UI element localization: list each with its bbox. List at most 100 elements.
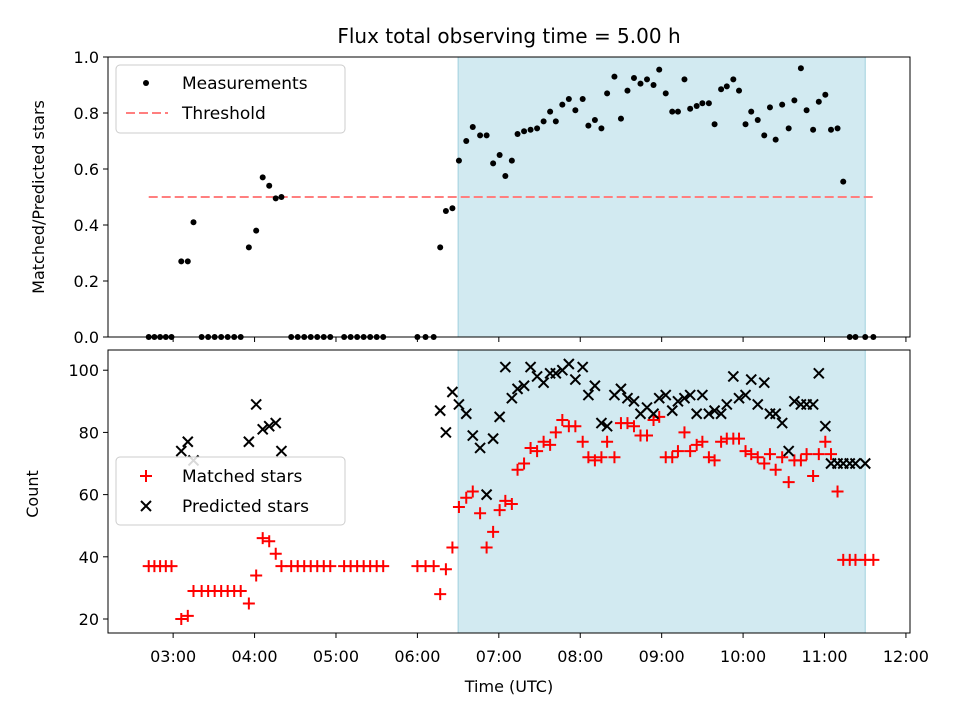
measurement-point bbox=[527, 126, 534, 133]
x-tick-label: 11:00 bbox=[801, 647, 847, 666]
matched-star-point bbox=[733, 432, 746, 445]
predicted-star-point bbox=[446, 386, 459, 398]
predicted-star-point bbox=[175, 445, 187, 457]
predicted-star-point bbox=[275, 445, 288, 457]
measurement-point bbox=[766, 104, 773, 111]
matched-star-point bbox=[582, 451, 595, 464]
predicted-star-point bbox=[819, 420, 832, 432]
matched-star-point bbox=[745, 448, 758, 461]
matched-star-point bbox=[819, 435, 832, 448]
matched-star-point bbox=[544, 438, 557, 451]
measurement-point bbox=[815, 98, 822, 105]
measurement-point bbox=[585, 122, 592, 129]
predicted-star-point bbox=[653, 392, 665, 404]
matched-star-point bbox=[556, 413, 569, 426]
measurement-point bbox=[718, 86, 725, 93]
matched-star-point bbox=[751, 451, 764, 464]
predicted-star-point bbox=[696, 389, 709, 401]
measurement-point bbox=[644, 76, 651, 83]
predicted-star-point bbox=[849, 457, 862, 470]
predicted-star-point bbox=[518, 380, 530, 392]
measurement-point bbox=[514, 131, 521, 137]
matched-star-point bbox=[549, 426, 562, 439]
matched-star-point bbox=[621, 417, 634, 430]
measurement-point bbox=[699, 100, 706, 107]
measurement-point bbox=[547, 108, 554, 115]
x-tick-label: 04:00 bbox=[232, 647, 278, 666]
predicted-star-point bbox=[769, 408, 782, 420]
top-legend: Measurements Threshold bbox=[115, 64, 346, 134]
predicted-star-point bbox=[569, 373, 582, 386]
measurement-point bbox=[178, 258, 185, 265]
predicted-star-point bbox=[752, 398, 764, 411]
predicted-star-point bbox=[678, 392, 691, 404]
predicted-star-point bbox=[628, 395, 640, 408]
bottom-legend: Matched stars Predicted stars bbox=[115, 456, 346, 526]
x-tick-label: 10:00 bbox=[720, 647, 766, 666]
measurement-point bbox=[840, 178, 847, 185]
top-y-tick-label: 0.4 bbox=[74, 216, 99, 235]
matched-star-point bbox=[446, 541, 459, 554]
measurement-point bbox=[674, 108, 681, 115]
legend-measurements-label: Measurements bbox=[182, 74, 308, 94]
matched-star-point bbox=[782, 476, 795, 489]
measurement-point bbox=[761, 132, 768, 139]
measurement-point bbox=[779, 101, 786, 108]
predicted-star-point bbox=[250, 398, 262, 411]
predicted-star-point bbox=[666, 404, 678, 417]
bottom-y-tick-label: 100 bbox=[68, 361, 99, 380]
bottom-y-tick-label: 20 bbox=[79, 610, 99, 629]
measurement-point bbox=[253, 227, 260, 234]
matched-star-point bbox=[256, 532, 269, 545]
measurement-point bbox=[437, 244, 444, 251]
matched-star-point bbox=[812, 448, 825, 461]
matched-star-point bbox=[460, 491, 473, 504]
top-y-tick-label: 0.6 bbox=[74, 160, 99, 179]
measurement-point bbox=[785, 125, 792, 132]
matched-star-point bbox=[537, 435, 550, 448]
measurement-point bbox=[540, 118, 547, 125]
predicted-star-point bbox=[690, 408, 703, 420]
measurement-point bbox=[184, 258, 191, 265]
predicted-star-point bbox=[440, 426, 452, 439]
matched-star-point bbox=[595, 451, 608, 464]
measurement-point bbox=[669, 108, 676, 115]
predicted-star-point bbox=[453, 398, 465, 411]
matched-star-point bbox=[800, 448, 813, 461]
matched-star-point bbox=[708, 454, 721, 467]
measurement-point bbox=[579, 96, 586, 102]
bottom-plot-frame bbox=[107, 349, 911, 634]
matched-star-point bbox=[452, 501, 465, 514]
predicted-star-point bbox=[434, 404, 446, 417]
predicted-star-point bbox=[721, 398, 733, 411]
measurement-point bbox=[736, 87, 743, 94]
top-x-ticks bbox=[172, 337, 907, 342]
measurement-point bbox=[711, 121, 718, 128]
top-y-ticks: 0.0 0.2 0.4 0.6 0.8 1.0 bbox=[74, 48, 108, 347]
matched-star-point bbox=[165, 560, 178, 573]
x-tick-label: 08:00 bbox=[557, 647, 603, 666]
predicted-star-point bbox=[647, 408, 660, 420]
matched-star-point bbox=[487, 525, 500, 538]
matched-star-point bbox=[627, 420, 640, 433]
measurement-point bbox=[565, 96, 572, 102]
legend-matched-marker bbox=[140, 470, 152, 482]
predicted-star-point bbox=[511, 383, 524, 395]
matched-star-point bbox=[763, 448, 776, 461]
top-panel: Flux total observing time = 5.00 h Match… bbox=[29, 24, 911, 347]
measurement-point bbox=[637, 80, 644, 87]
measurement-point bbox=[259, 174, 266, 181]
predicted-star-point bbox=[263, 420, 275, 432]
measurement-point bbox=[834, 125, 841, 132]
matched-star-point bbox=[466, 485, 479, 498]
predicted-star-point bbox=[537, 376, 550, 389]
bottom-x-ticks: 03:00 04:00 05:00 06:00 07:00 08:00 09:00 10:00… bbox=[150, 633, 929, 666]
predicted-star-point bbox=[672, 395, 684, 408]
measurement-point bbox=[502, 173, 509, 179]
predicted-star-point bbox=[576, 361, 589, 373]
predicted-star-point bbox=[859, 457, 871, 470]
measurement-point bbox=[624, 87, 631, 94]
measurement-point bbox=[797, 65, 804, 72]
measurement-point bbox=[534, 125, 541, 132]
measurement-point bbox=[598, 125, 605, 132]
